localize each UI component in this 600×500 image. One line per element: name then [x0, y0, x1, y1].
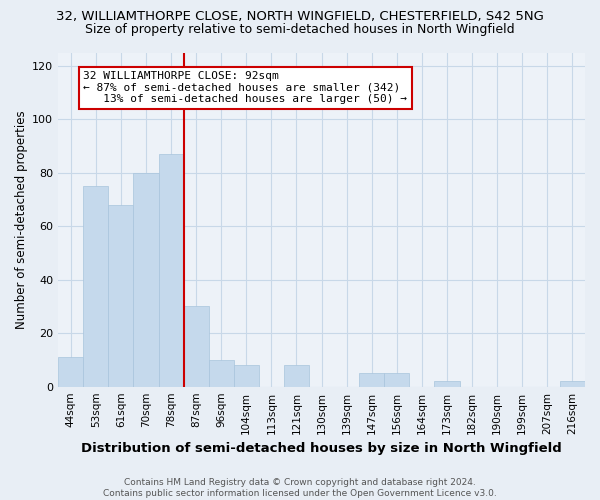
Bar — [58, 358, 83, 386]
Bar — [234, 366, 259, 386]
Text: Contains HM Land Registry data © Crown copyright and database right 2024.
Contai: Contains HM Land Registry data © Crown c… — [103, 478, 497, 498]
Bar — [184, 306, 209, 386]
Bar — [359, 374, 384, 386]
Bar — [158, 154, 184, 386]
Text: 32, WILLIAMTHORPE CLOSE, NORTH WINGFIELD, CHESTERFIELD, S42 5NG: 32, WILLIAMTHORPE CLOSE, NORTH WINGFIELD… — [56, 10, 544, 23]
Bar — [434, 382, 460, 386]
Bar — [109, 205, 133, 386]
Bar — [560, 382, 585, 386]
X-axis label: Distribution of semi-detached houses by size in North Wingfield: Distribution of semi-detached houses by … — [81, 442, 562, 455]
Bar — [133, 173, 158, 386]
Bar — [209, 360, 234, 386]
Text: 32 WILLIAMTHORPE CLOSE: 92sqm
← 87% of semi-detached houses are smaller (342)
  : 32 WILLIAMTHORPE CLOSE: 92sqm ← 87% of s… — [83, 71, 407, 104]
Bar — [384, 374, 409, 386]
Text: Size of property relative to semi-detached houses in North Wingfield: Size of property relative to semi-detach… — [85, 22, 515, 36]
Bar — [83, 186, 109, 386]
Bar — [284, 366, 309, 386]
Y-axis label: Number of semi-detached properties: Number of semi-detached properties — [15, 110, 28, 329]
